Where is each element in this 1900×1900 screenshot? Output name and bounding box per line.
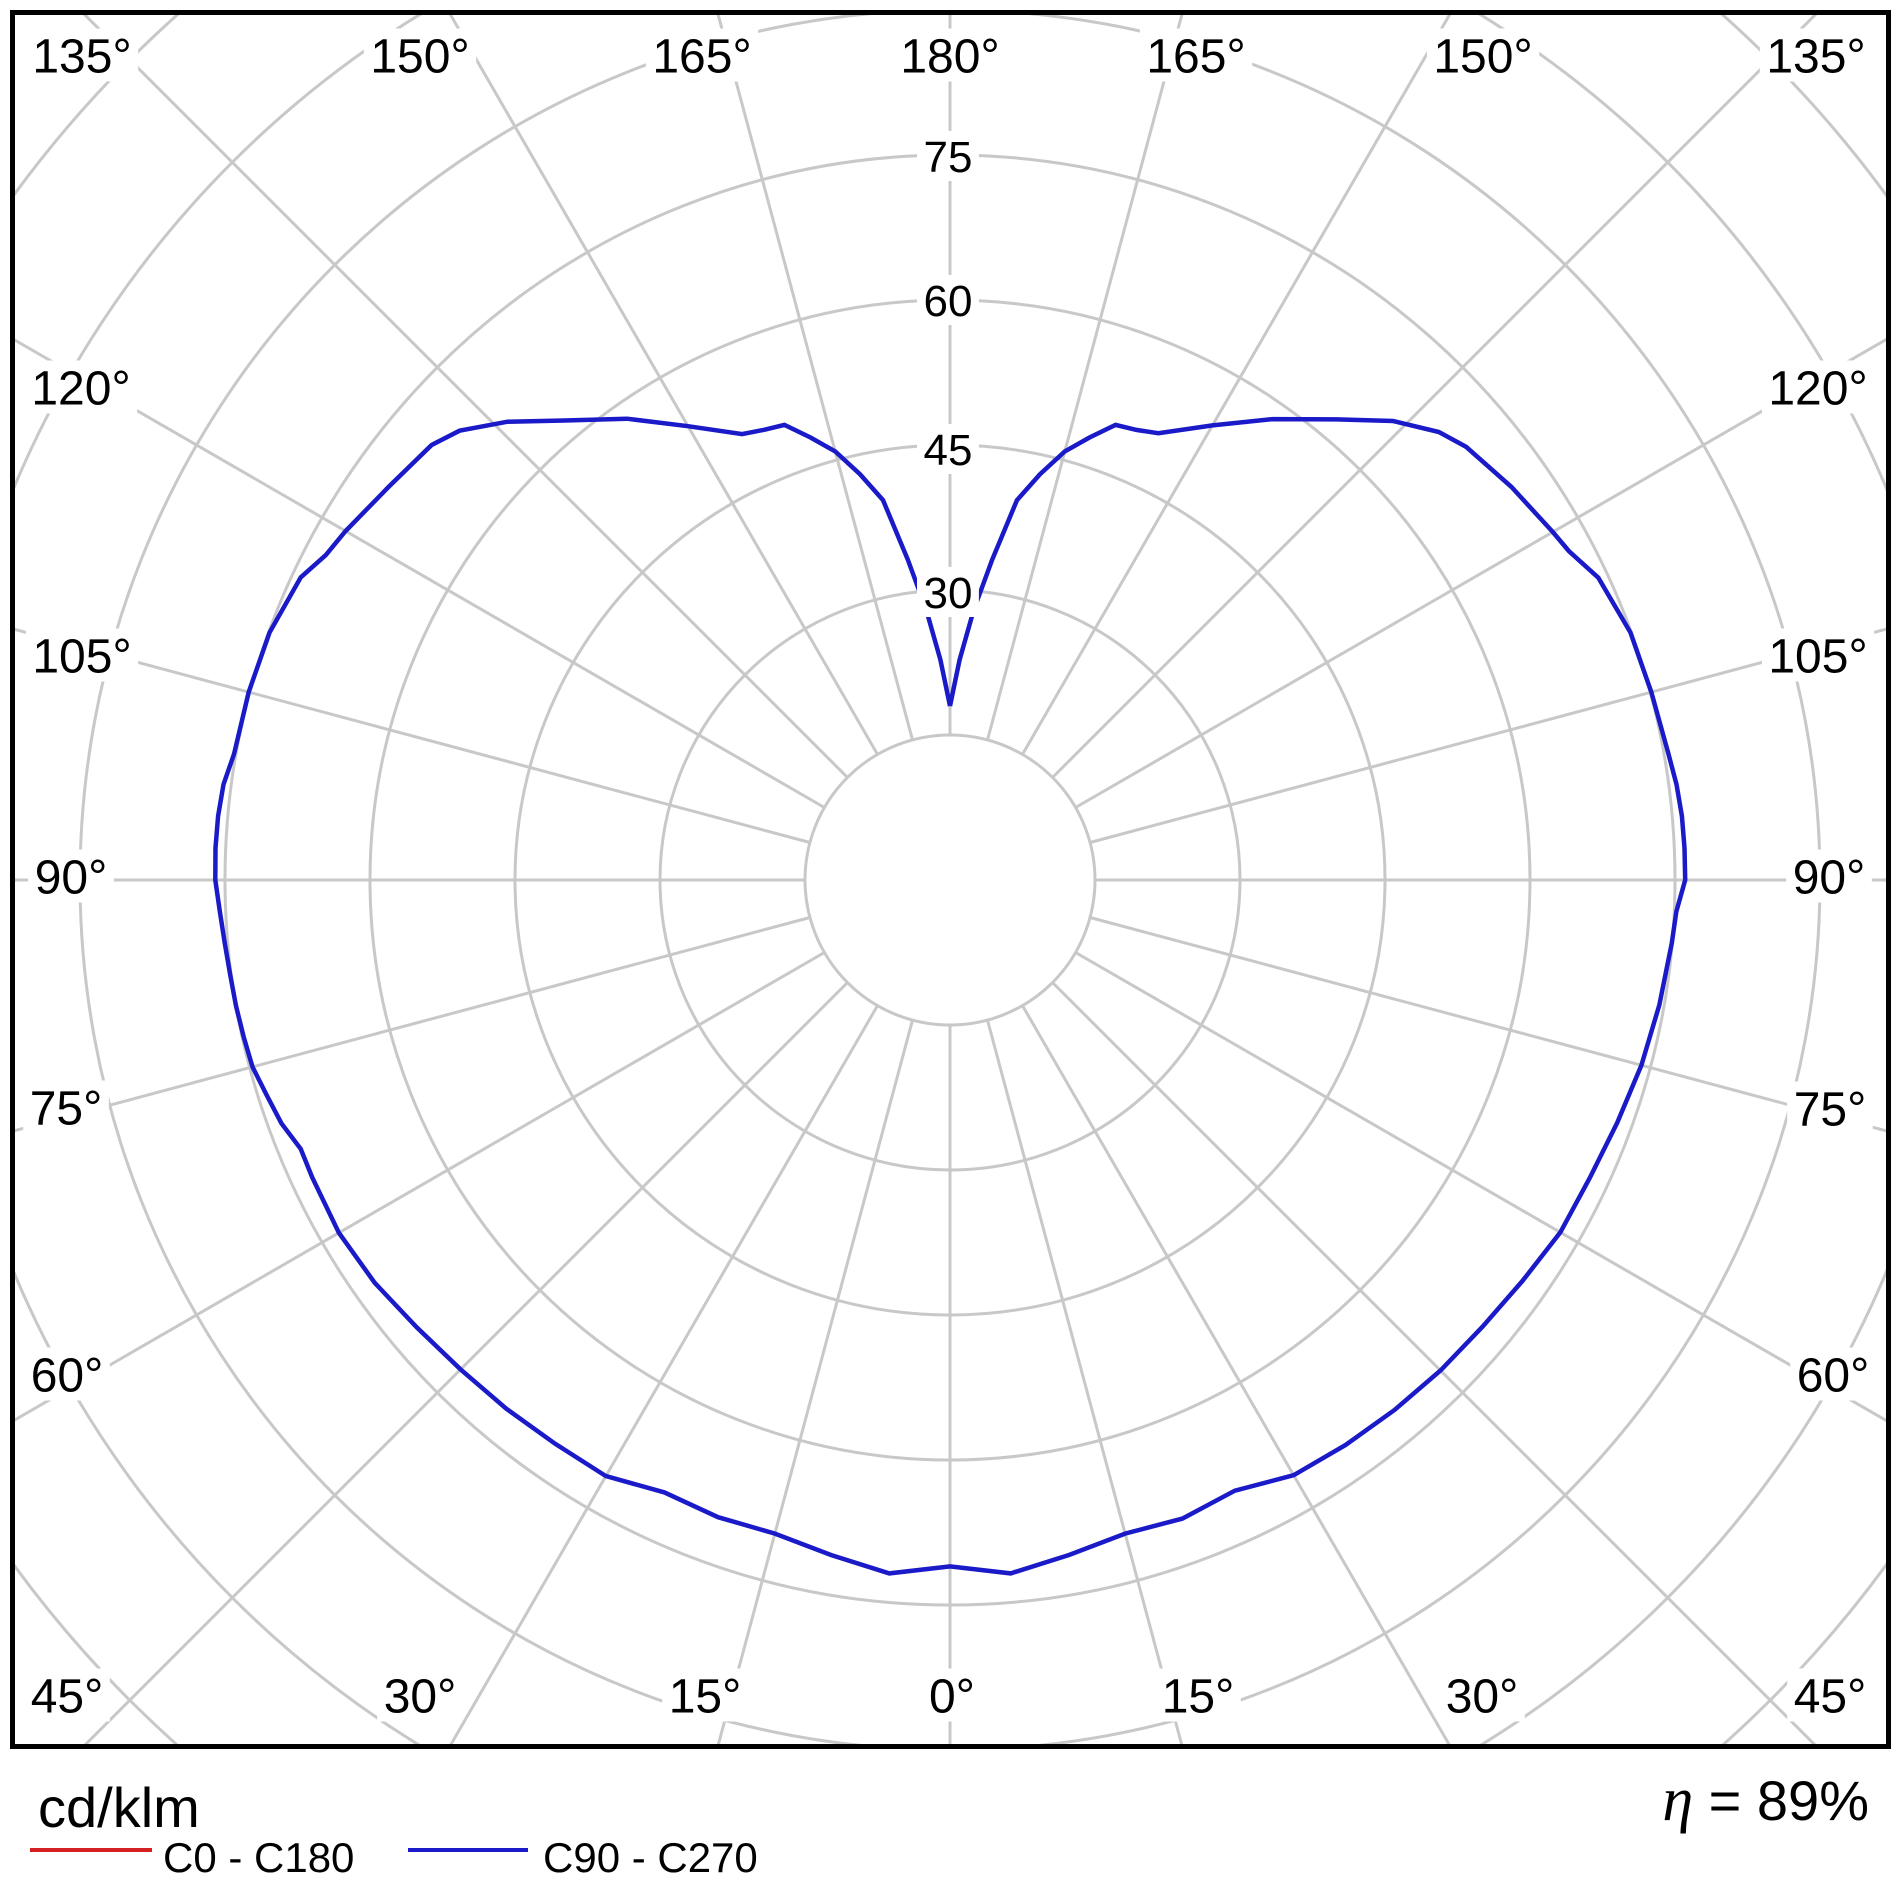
svg-text:120°: 120° xyxy=(31,363,130,416)
svg-text:η = 89%: η = 89% xyxy=(1662,1766,1869,1834)
svg-text:15°: 15° xyxy=(1162,1671,1235,1724)
svg-text:45: 45 xyxy=(924,426,973,475)
svg-text:15°: 15° xyxy=(669,1671,742,1724)
svg-text:90°: 90° xyxy=(35,852,108,905)
svg-text:180°: 180° xyxy=(900,31,999,84)
svg-text:105°: 105° xyxy=(32,631,131,684)
svg-text:165°: 165° xyxy=(652,31,751,84)
svg-text:0°: 0° xyxy=(929,1671,975,1724)
svg-text:30°: 30° xyxy=(1446,1671,1519,1724)
svg-text:135°: 135° xyxy=(1766,31,1865,84)
svg-text:30°: 30° xyxy=(384,1671,457,1724)
svg-text:75: 75 xyxy=(924,133,973,182)
svg-text:120°: 120° xyxy=(1768,363,1867,416)
svg-text:150°: 150° xyxy=(1433,31,1532,84)
svg-text:cd/klm: cd/klm xyxy=(38,1776,200,1839)
svg-text:90°: 90° xyxy=(1793,852,1866,905)
svg-text:75°: 75° xyxy=(1794,1084,1867,1137)
svg-text:105°: 105° xyxy=(1768,631,1867,684)
svg-text:45°: 45° xyxy=(1794,1671,1867,1724)
svg-text:60°: 60° xyxy=(1797,1350,1870,1403)
svg-text:30: 30 xyxy=(924,569,973,618)
svg-text:165°: 165° xyxy=(1146,31,1245,84)
svg-text:60°: 60° xyxy=(31,1350,104,1403)
svg-text:60: 60 xyxy=(924,277,973,326)
svg-text:150°: 150° xyxy=(370,31,469,84)
svg-text:C90 - C270: C90 - C270 xyxy=(543,1834,758,1881)
svg-text:75°: 75° xyxy=(30,1083,103,1136)
svg-text:C0 - C180: C0 - C180 xyxy=(163,1834,354,1881)
svg-text:45°: 45° xyxy=(31,1671,104,1724)
svg-text:135°: 135° xyxy=(32,31,131,84)
